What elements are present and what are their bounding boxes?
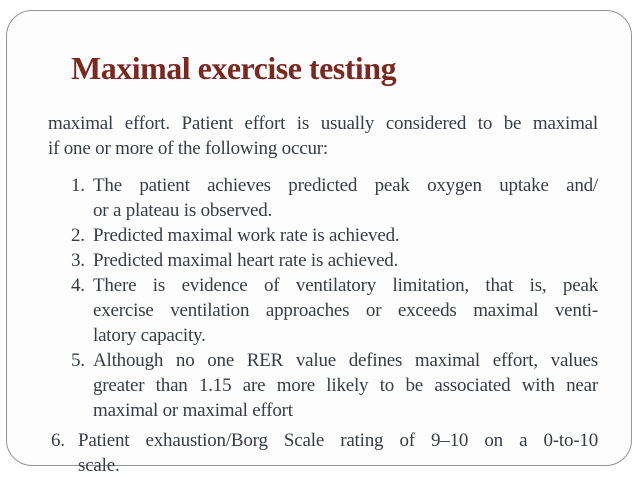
- list-item-text: Although no one RER value defines maxima…: [93, 348, 598, 423]
- list-item: 2. Predicted maximal work rate is achieve…: [71, 223, 598, 248]
- text-line: maximal or maximal effort: [93, 400, 293, 421]
- list-item-text: There is evidence of ventilatory limitat…: [93, 273, 598, 348]
- list-item: 4. There is evidence of ventilatory limit…: [71, 273, 598, 348]
- list-item: 3. Predicted maximal heart rate is achiev…: [71, 248, 598, 273]
- body-text-block: maximal effort. Patient effort is usuall…: [48, 111, 598, 478]
- list-item-number: 1.: [71, 175, 85, 196]
- text-line: Patient exhaustion/Borg Scale rating of …: [78, 430, 598, 451]
- text-line: Predicted maximal work rate is achieved.: [93, 225, 400, 246]
- slide-title: Maximal exercise testing: [71, 50, 397, 86]
- list-item: 6. Patient exhaustion/Borg Scale rating o…: [51, 428, 598, 478]
- text-line: or a plateau is observed.: [93, 200, 273, 221]
- list-item-text: Patient exhaustion/Borg Scale rating of …: [78, 428, 598, 478]
- list-item: 1. The patient achieves predicted peak ox…: [71, 173, 598, 223]
- intro-paragraph: maximal effort. Patient effort is usuall…: [48, 111, 598, 161]
- text-line: exercise ventilation approaches or excee…: [93, 300, 598, 321]
- text-line: Although no one RER value defines maxima…: [93, 350, 598, 371]
- text-line: greater than 1.15 are more likely to be …: [93, 375, 598, 396]
- text-line: latory capacity.: [93, 325, 206, 346]
- list-item: 5. Although no one RER value defines maxi…: [71, 348, 598, 423]
- slide-border-frame: Maximal exercise testing maximal effort.…: [6, 10, 632, 476]
- text-line: scale.: [78, 455, 120, 476]
- intro-line: maximal effort. Patient effort is usuall…: [48, 113, 598, 134]
- list-item-number: 3.: [71, 250, 85, 271]
- list-item-text: The patient achieves predicted peak oxyg…: [93, 173, 598, 223]
- criteria-list: 1. The patient achieves predicted peak ox…: [48, 173, 598, 478]
- list-item-number: 2.: [71, 225, 85, 246]
- list-item-text: Predicted maximal heart rate is achieved…: [93, 248, 598, 273]
- list-item-number: 6.: [51, 430, 65, 451]
- text-line: There is evidence of ventilatory limitat…: [93, 275, 598, 296]
- list-item-number: 5.: [71, 350, 85, 371]
- intro-line: if one or more of the following occur:: [48, 138, 328, 159]
- list-item-text: Predicted maximal work rate is achieved.: [93, 223, 598, 248]
- text-line: The patient achieves predicted peak oxyg…: [93, 175, 598, 196]
- text-line: Predicted maximal heart rate is achieved…: [93, 250, 399, 271]
- list-item-number: 4.: [71, 275, 85, 296]
